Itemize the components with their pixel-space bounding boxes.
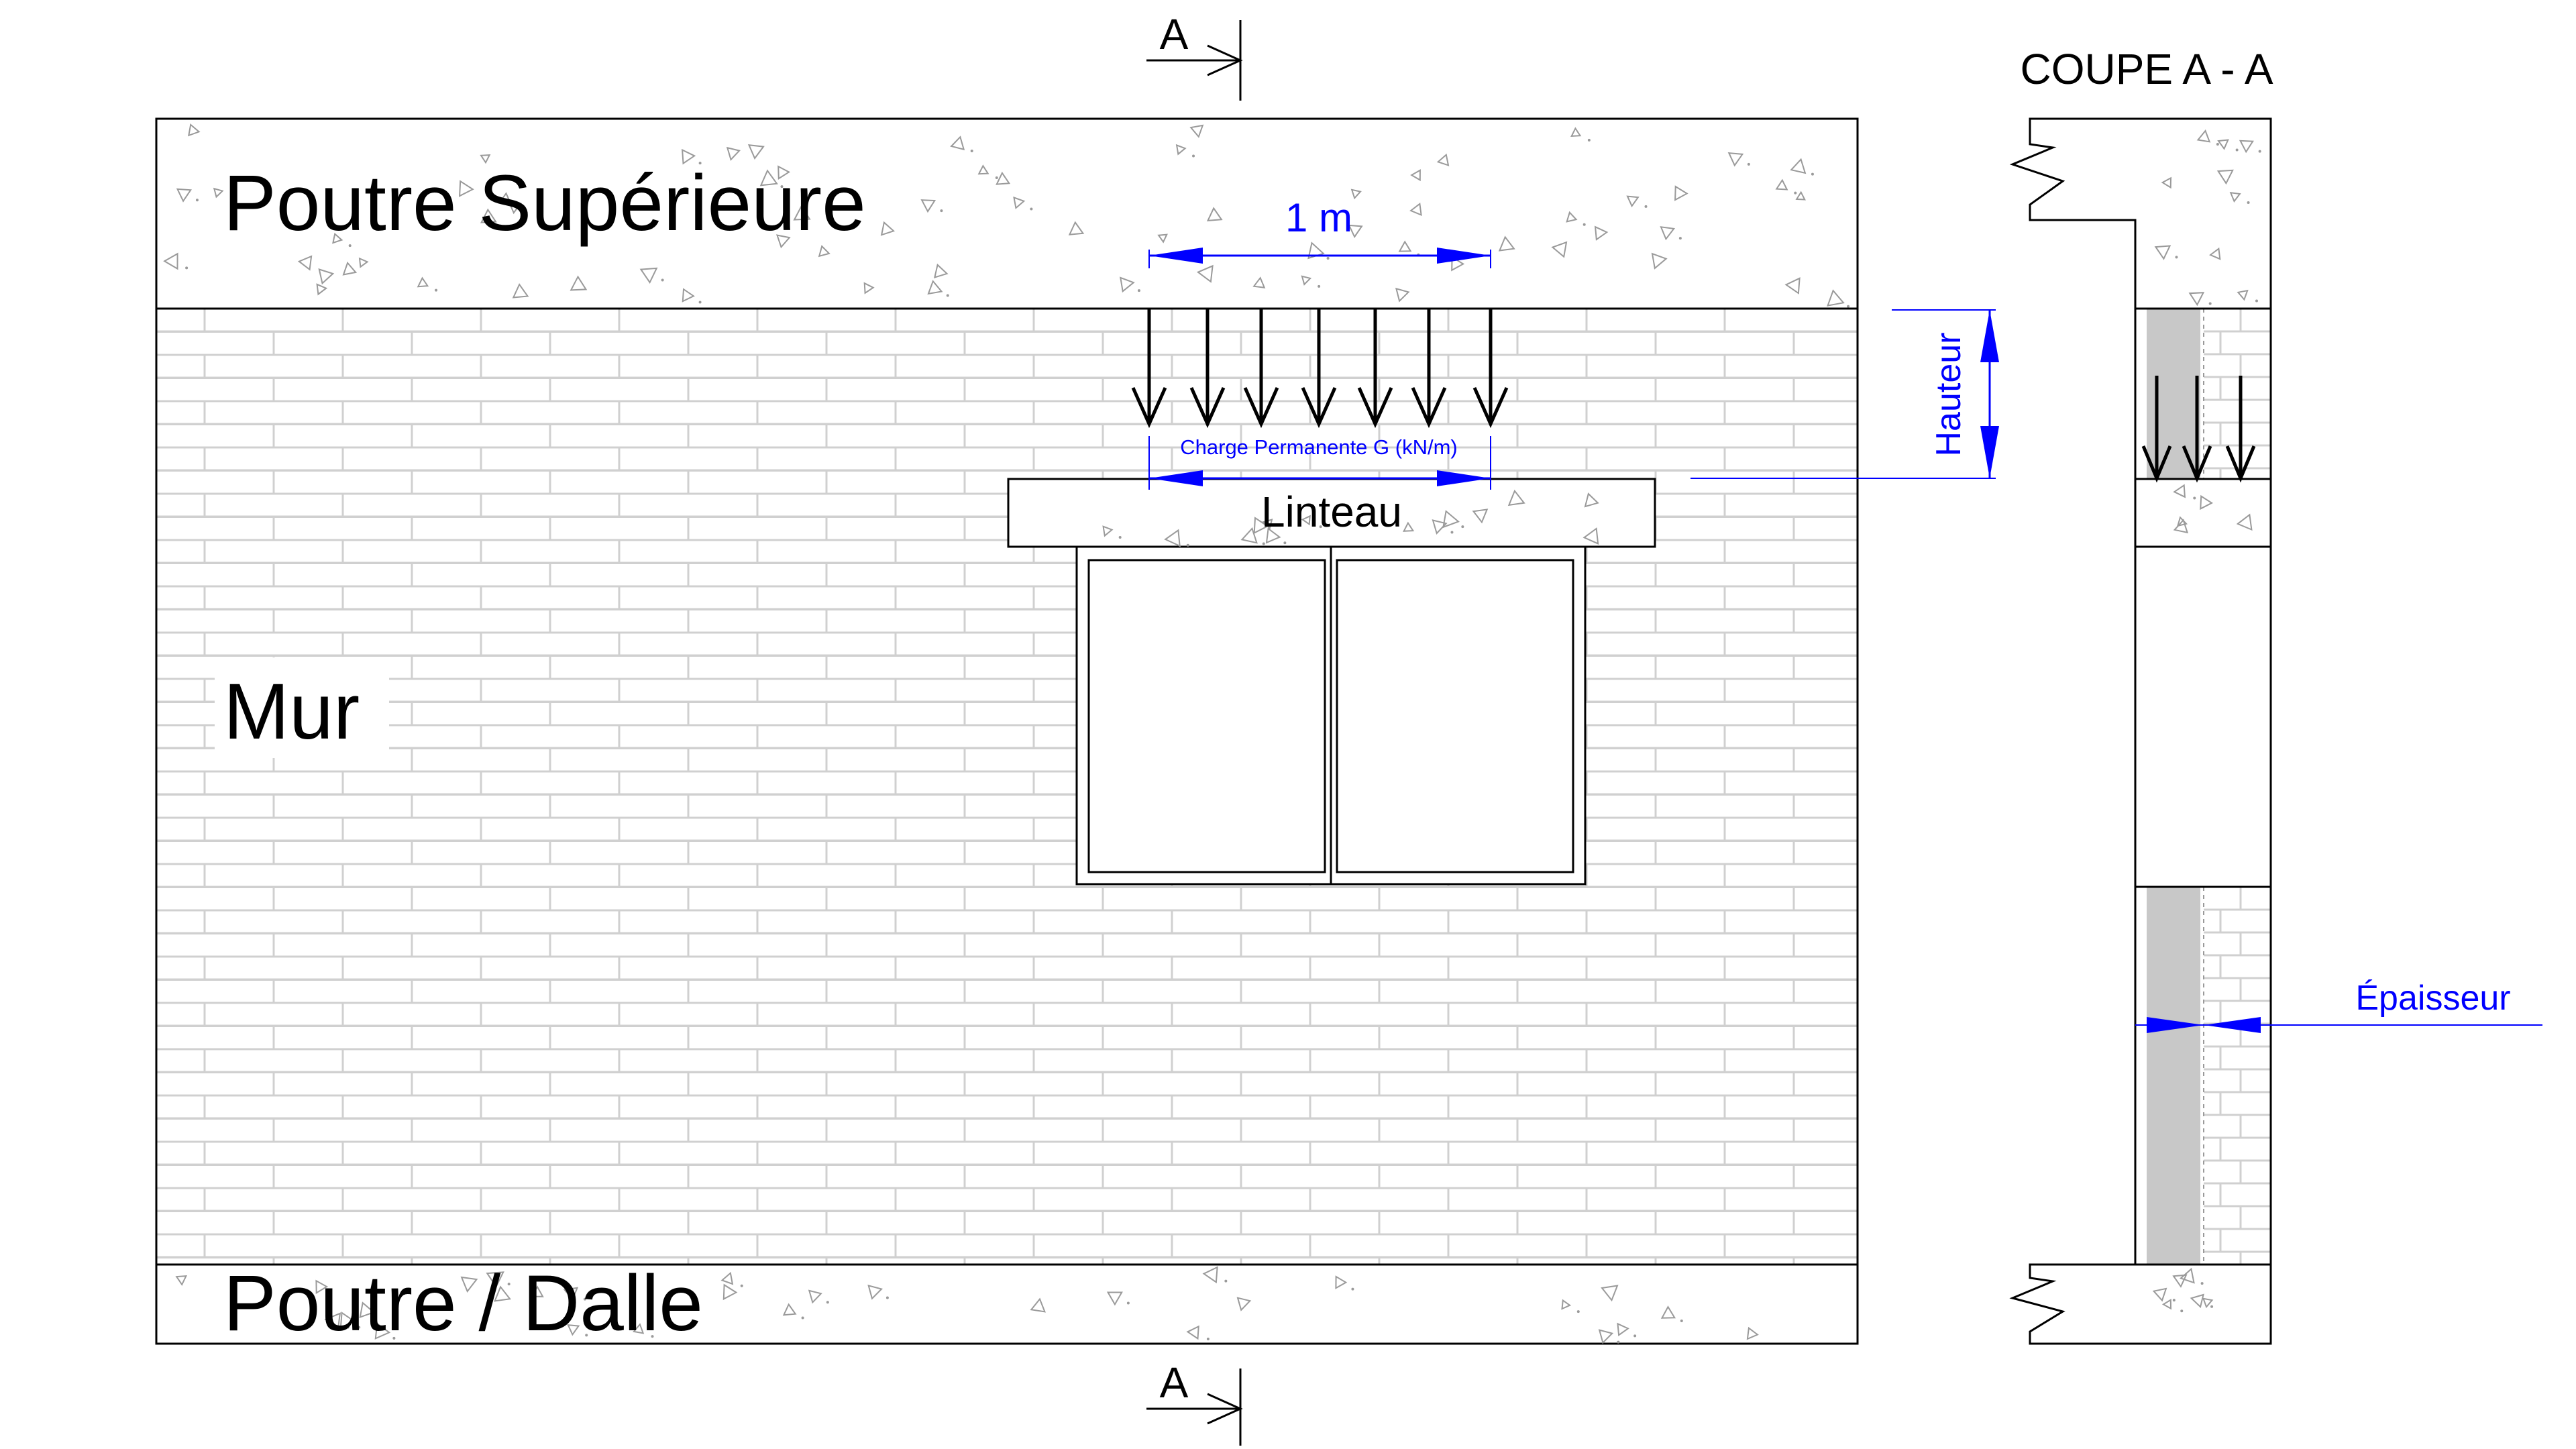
top-beam-concrete-texture	[163, 123, 1850, 308]
bottom-beam-label: Poutre / Dalle	[223, 1259, 703, 1348]
front-elevation: Poutre Supérieure Mur Poutre / Dalle Lin…	[155, 10, 1999, 1446]
load-arrow-icon	[1301, 386, 1337, 429]
section-bottom-beam-texture	[2152, 1267, 2214, 1313]
load-arrow-icon	[1411, 386, 1447, 429]
brick-wall	[156, 309, 1858, 1265]
section-marker-bottom: A	[1146, 1358, 1243, 1446]
section-load-arrows	[2141, 376, 2256, 483]
section-letter-bottom: A	[1160, 1358, 1189, 1407]
height-arrow-up-icon	[1980, 310, 1999, 362]
height-label: Hauteur	[1929, 333, 1968, 457]
height-dimension: Hauteur	[1690, 309, 1999, 479]
section-load-arrow-icon	[2141, 445, 2172, 483]
load-arrow-icon	[1472, 386, 1509, 429]
load-span-arrow-right-icon	[1437, 470, 1491, 486]
height-arrow-down-icon	[1980, 426, 1999, 478]
section-load-arrow-icon	[2182, 445, 2212, 483]
window-pane-left	[1087, 559, 1326, 873]
load-label: Charge Permanente G (kN/m)	[1180, 435, 1457, 459]
section-top-beam-texture	[2154, 129, 2261, 307]
section-lintel	[2134, 478, 2272, 548]
top-beam-label: Poutre Supérieure	[223, 159, 866, 248]
section-window-opening	[2134, 545, 2272, 888]
width-label: 1 m	[1285, 195, 1352, 240]
thickness-dimension: Épaisseur	[2135, 979, 2542, 1033]
lintel	[1007, 478, 1656, 548]
section-arrow-bottom-icon	[1207, 1393, 1243, 1425]
load-arrow-icon	[1243, 386, 1279, 429]
section-marker-top: A	[1146, 10, 1243, 101]
section-lintel-texture	[2173, 484, 2253, 534]
section-arrow-top-icon	[1207, 44, 1243, 76]
width-dimension: 1 m	[1148, 195, 1491, 268]
load-arrow-icon	[1357, 386, 1393, 429]
window	[1075, 545, 1587, 885]
dimension-arrow-left-icon	[1149, 248, 1203, 264]
load-arrow-icon	[1131, 386, 1167, 429]
lintel-label: Linteau	[1261, 488, 1402, 536]
dimension-arrow-right-icon	[1437, 248, 1491, 264]
bottom-beam	[155, 1263, 1859, 1345]
load-arrow-icon	[1189, 386, 1226, 429]
thickness-arrow-left-icon	[2204, 1017, 2261, 1033]
section-letter-top: A	[1160, 10, 1189, 58]
window-pane-right	[1336, 559, 1574, 873]
thickness-arrow-right-icon	[2147, 1017, 2204, 1033]
section-top-beam	[2009, 117, 2272, 310]
section-a-a: COUPE A - A Épaisseur	[2009, 45, 2542, 1345]
permanent-load-arrows	[1131, 309, 1509, 429]
section-title: COUPE A - A	[2020, 45, 2273, 93]
section-bottom-beam	[2009, 1263, 2272, 1345]
wall-outline	[155, 307, 1859, 1266]
wall-section-lower	[2147, 887, 2200, 1265]
load-dimension: Charge Permanente G (kN/m)	[1148, 435, 1491, 490]
lintel-concrete-texture	[1102, 489, 1599, 547]
wall-label: Mur	[223, 667, 360, 756]
bottom-beam-concrete-texture	[175, 1266, 1759, 1344]
thickness-label: Épaisseur	[2355, 979, 2510, 1018]
wall-section-upper	[2147, 309, 2200, 479]
load-span-arrow-left-icon	[1149, 470, 1203, 486]
top-beam	[155, 117, 1859, 310]
section-load-arrow-icon	[2225, 445, 2256, 483]
